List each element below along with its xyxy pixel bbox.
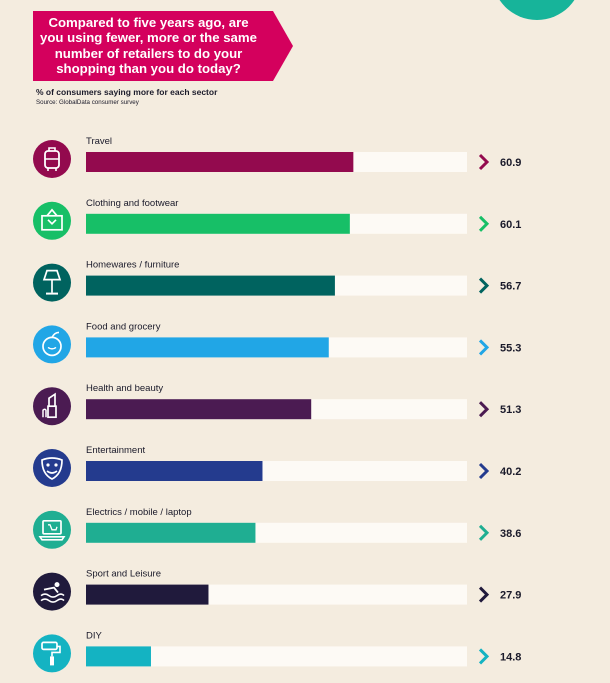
value-label: 56.7 (500, 281, 521, 293)
title-banner (33, 11, 293, 81)
bar (86, 461, 263, 481)
value-label: 27.9 (500, 590, 521, 602)
chart-row: Food and grocery 55.3 (33, 321, 521, 364)
value-label: 51.3 (500, 404, 521, 416)
chevron-right-icon (478, 586, 490, 603)
value-label: 38.6 (500, 528, 521, 540)
chart-row: Homewares / furniture 56.7 (33, 260, 521, 302)
chart-row: DIY 14.8 (33, 630, 521, 673)
sector-label: Homewares / furniture (86, 260, 179, 271)
chart-source: Source: GlobalData consumer survey (36, 99, 139, 106)
sector-label: Health and beauty (86, 383, 163, 394)
sector-label: DIY (86, 630, 103, 641)
suitcase-icon (44, 147, 60, 171)
chevron-right-icon (478, 277, 490, 294)
chevron-right-icon (478, 215, 490, 232)
apple-icon (42, 331, 62, 357)
chart-row: Travel 60.9 (33, 136, 521, 178)
lipstick-icon (42, 392, 57, 419)
swimmer-icon (40, 582, 65, 603)
sector-label: Travel (86, 136, 112, 147)
chart-row: Health and beauty 51.3 (33, 383, 521, 426)
value-label: 14.8 (500, 651, 521, 663)
chart-row: Sport and Leisure 27.9 (33, 569, 521, 611)
shirt-icon (41, 208, 63, 231)
bar (86, 522, 256, 543)
chart-subtitle: % of consumers saying more for each sect… (36, 87, 218, 97)
paint-roller-icon (41, 641, 61, 666)
sector-label: Clothing and footwear (86, 198, 178, 209)
chart-title: Compared to five years ago, are you usin… (40, 15, 257, 77)
chart-row: Electrics / mobile / laptop 38.6 (33, 507, 521, 549)
sector-label: Food and grocery (86, 321, 161, 332)
value-label: 55.3 (500, 342, 521, 354)
banner-shape (33, 11, 293, 81)
bar (86, 399, 312, 420)
bar (86, 275, 335, 296)
sector-icon-badge (33, 201, 71, 240)
chevron-right-icon (478, 524, 490, 541)
laptop-icon (38, 519, 66, 541)
bar-track (86, 646, 467, 667)
lamp-icon (42, 269, 62, 295)
bar (86, 584, 209, 605)
sector-icon-badge (33, 572, 71, 611)
value-label: 60.1 (500, 219, 521, 231)
bar (86, 213, 350, 234)
chevron-right-icon (478, 153, 490, 171)
bar (86, 646, 151, 667)
sector-label: Sport and Leisure (86, 569, 161, 580)
bar (86, 337, 329, 358)
bar (86, 152, 354, 172)
value-label: 60.9 (500, 157, 521, 169)
chart-row: Entertainment 40.2 (33, 445, 521, 487)
value-label: 40.2 (500, 466, 521, 478)
chevron-right-icon (478, 462, 490, 480)
sector-icon-badge (33, 449, 71, 487)
theatre-masks-icon (41, 457, 63, 480)
sector-label: Entertainment (86, 445, 146, 456)
chevron-right-icon (478, 401, 490, 418)
sector-label: Electrics / mobile / laptop (86, 507, 192, 518)
chevron-right-icon (478, 339, 490, 356)
chevron-right-icon (478, 648, 490, 665)
sector-icon-badge (33, 325, 71, 364)
chart-row: Clothing and footwear 60.1 (33, 198, 521, 240)
